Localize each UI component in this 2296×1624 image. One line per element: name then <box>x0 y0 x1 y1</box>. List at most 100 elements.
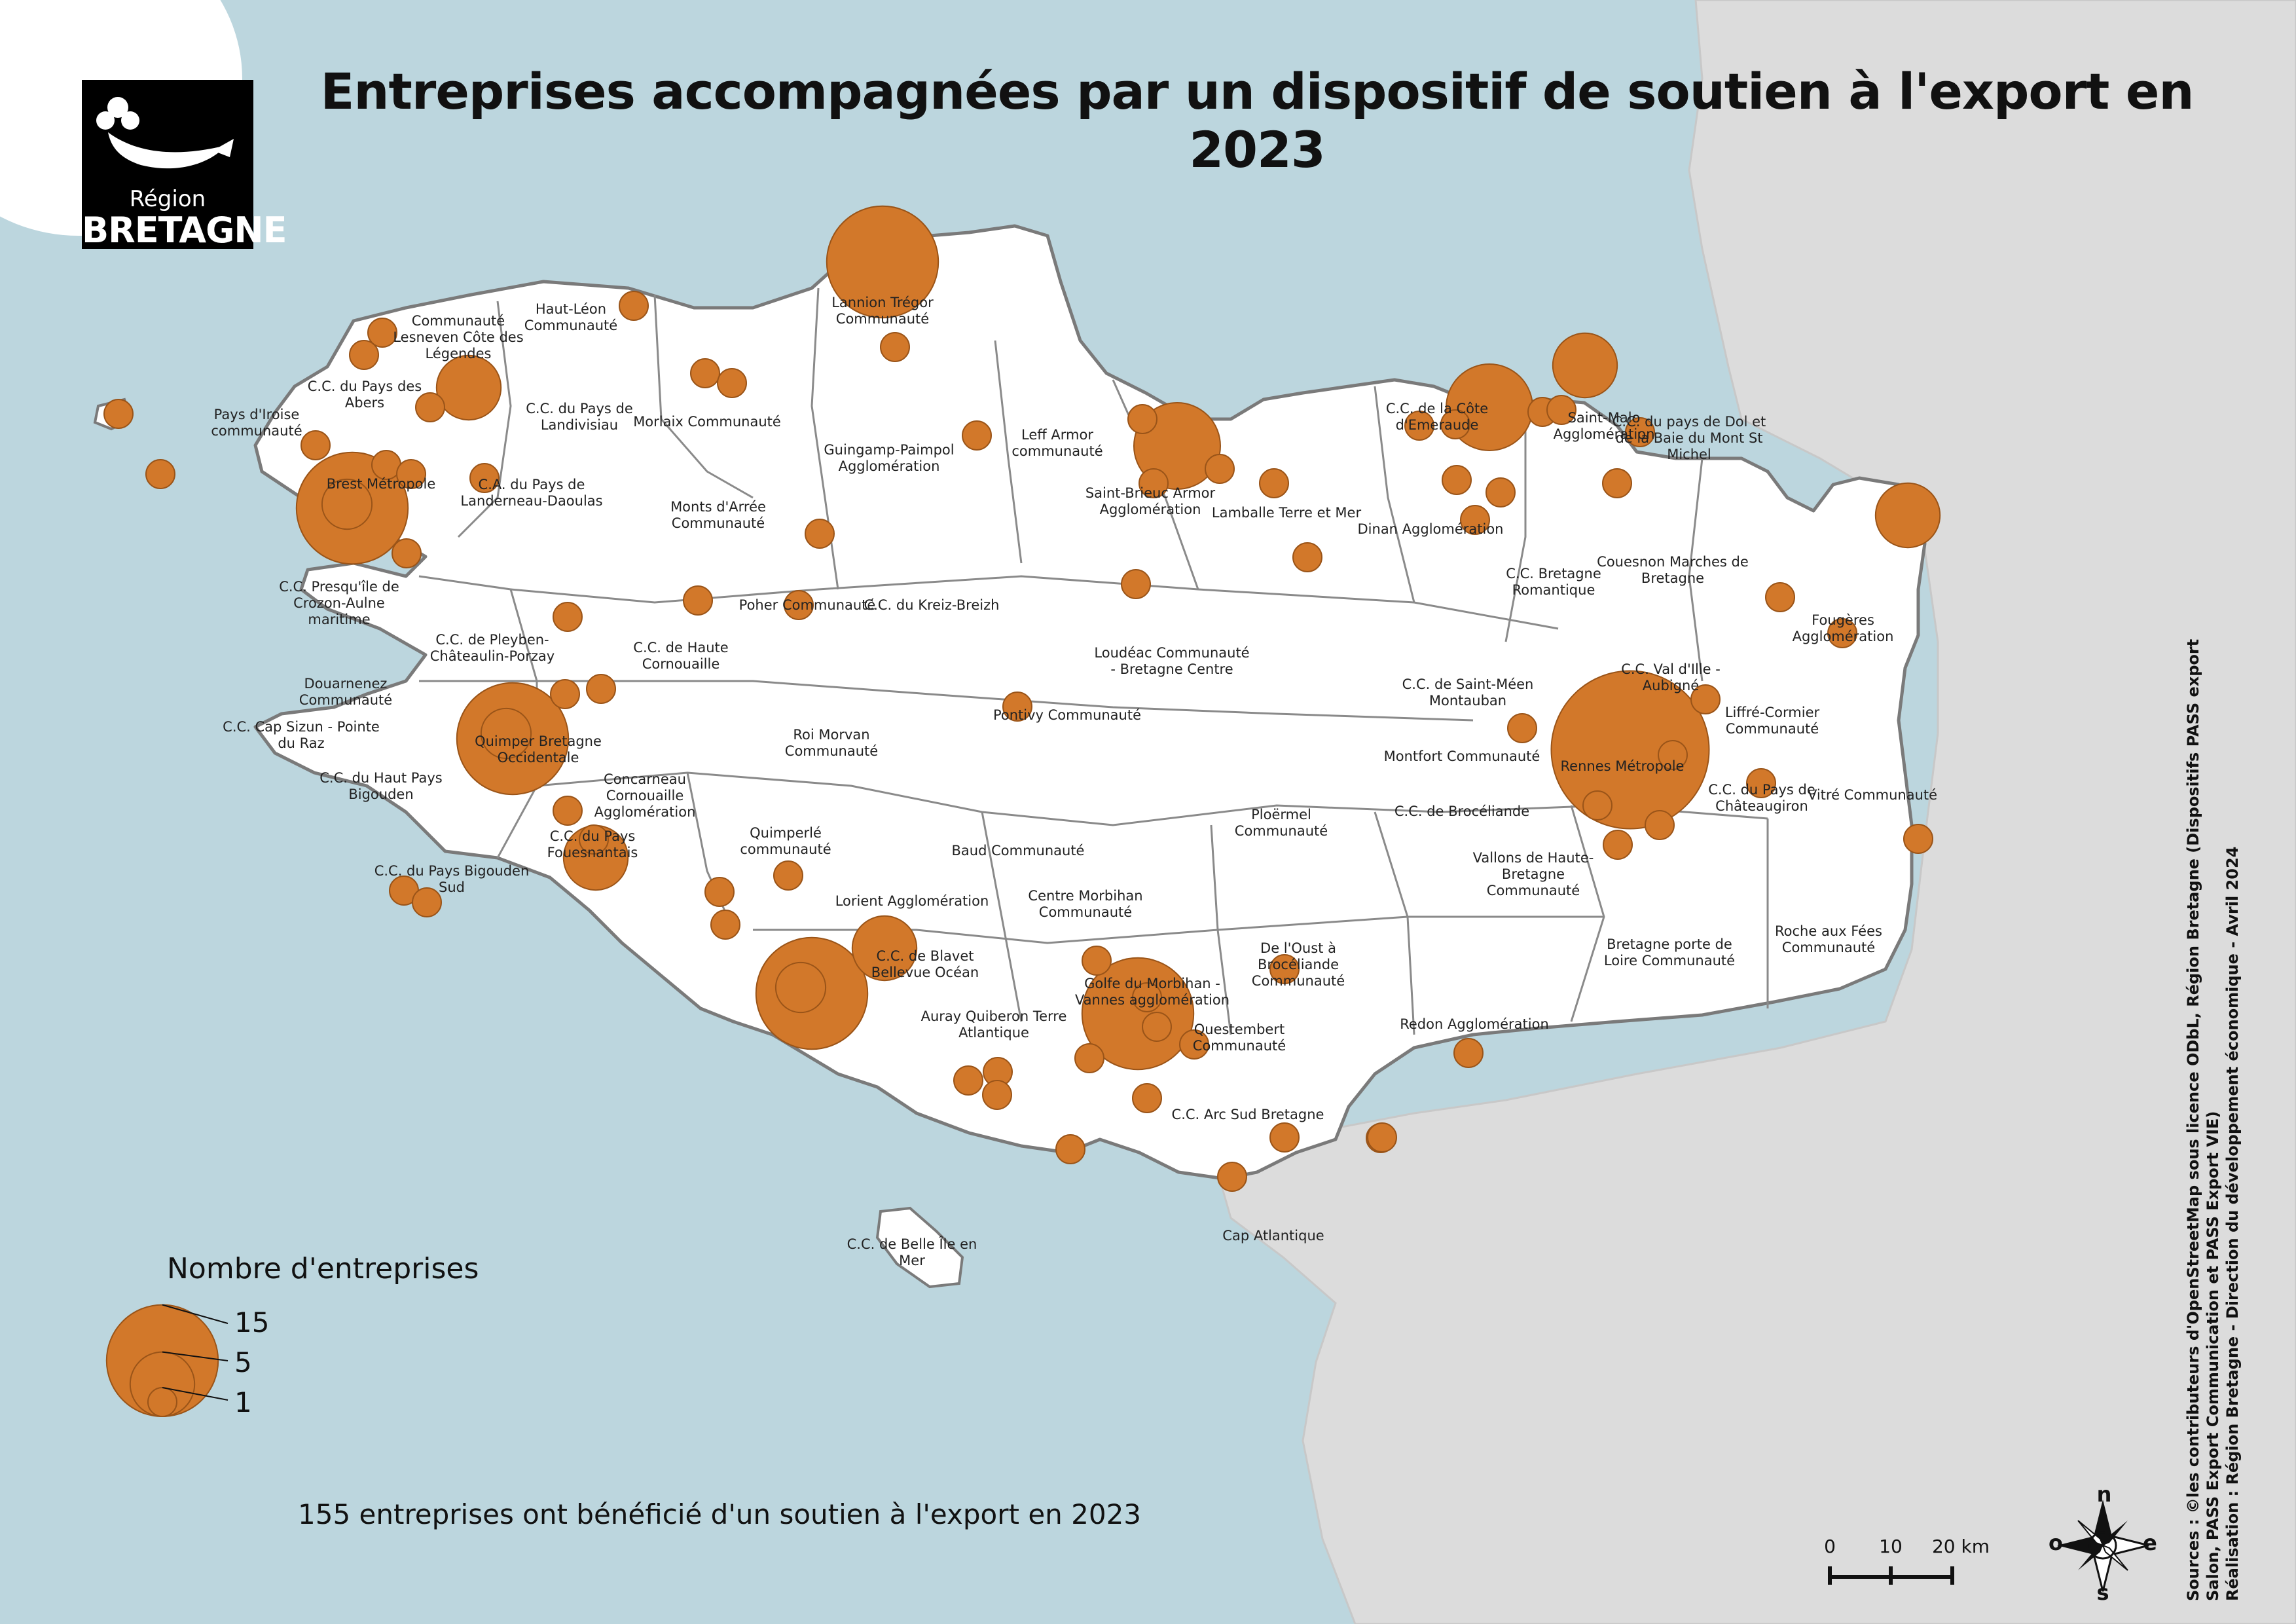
logo-line-2: BRETAGNE <box>82 210 287 251</box>
legend-circle <box>147 1387 177 1417</box>
region-bretagne-logo: Région BRETAGNE <box>82 80 287 251</box>
territory-label: C.C. Val d'Ille - Aubigné <box>1621 661 1721 693</box>
territory-label: Dinan Agglomération <box>1357 521 1504 537</box>
sources-line: Sources : ©les contributeurs d'OpenStree… <box>2184 638 2202 1601</box>
company-count-bubble <box>480 707 532 760</box>
company-count-bubble <box>435 354 502 421</box>
company-count-bubble <box>784 590 814 620</box>
territory-label: Golfe du Morbihan - Vannes agglomération <box>1074 976 1230 1008</box>
territory-label: Cap Atlantique <box>1222 1228 1324 1244</box>
belle-ile <box>875 1206 964 1289</box>
territory-label: Lannion Trégor Communauté <box>831 295 934 327</box>
territory-label: C.C. de Blavet Bellevue Océan <box>871 948 979 980</box>
company-count-bubble <box>1546 395 1576 425</box>
territory-label: Rennes Métropole <box>1560 758 1685 774</box>
company-count-bubble <box>1121 569 1151 599</box>
company-count-bubble <box>1827 618 1857 648</box>
territory-label: C.C. de Saint-Méen Montauban <box>1402 676 1534 709</box>
company-count-bubble <box>349 340 379 370</box>
company-count-bubble <box>1269 1122 1300 1153</box>
territory-label: Poher Communauté <box>738 597 876 613</box>
company-count-bubble <box>1765 582 1795 612</box>
territory-label: Couesnon Marches de Bretagne <box>1597 554 1749 586</box>
legend-leader-line <box>162 1351 228 1361</box>
company-count-bubble <box>1139 468 1169 498</box>
territory-label: C.C. Presqu'île de Crozon-Aulne maritime <box>279 579 399 627</box>
compass-north-label: n <box>2096 1482 2112 1507</box>
territory-label: Roi Morvan Communauté <box>784 727 879 759</box>
company-count-bubble <box>1179 1029 1209 1060</box>
scale-label-20km: 20 km <box>1931 1536 1990 1557</box>
company-count-bubble <box>1603 830 1633 860</box>
company-count-bubble <box>415 392 445 422</box>
company-count-bubble <box>1002 692 1032 722</box>
company-count-bubble <box>1658 740 1688 770</box>
company-count-bubble <box>1874 482 1941 549</box>
territory-label: Montfort Communauté <box>1383 748 1540 764</box>
territory-label: C.C. du Pays de Landivisiau <box>526 401 633 433</box>
territory-label: Brest Métropole <box>326 476 436 492</box>
company-count-bubble <box>1132 982 1162 1012</box>
compass-east-label: e <box>2143 1530 2157 1555</box>
territory-label: Pays d'Iroise communauté <box>211 407 302 439</box>
company-count-bubble <box>1507 713 1537 743</box>
company-count-bubble <box>396 459 426 489</box>
territory-label: Saint-Malo Agglomération <box>1553 410 1655 442</box>
sources-line: Réalisation : Région Bretagne - Directio… <box>2223 846 2242 1601</box>
company-count-bubble <box>683 585 713 616</box>
company-count-bubble <box>321 478 373 530</box>
territory-label: C.C. du Pays Bigouden Sud <box>374 863 530 895</box>
territory-label: Guingamp-Paimpol Agglomération <box>824 442 955 474</box>
territory-label: Baud Communauté <box>951 843 1085 858</box>
company-count-bubble <box>690 358 720 388</box>
company-count-bubble <box>1404 411 1434 441</box>
territory-label: Bretagne porte de Loire Communauté <box>1603 936 1736 969</box>
company-count-bubble <box>1082 946 1112 976</box>
legend-value-1: 1 <box>234 1386 252 1418</box>
company-count-bubble <box>826 205 939 319</box>
logo-line-1: Région <box>129 186 206 212</box>
company-count-bubble <box>805 519 835 549</box>
territory-label: Liffré-Cormier Communauté <box>1724 705 1820 737</box>
company-count-bubble <box>367 318 397 348</box>
territory-label: C.C. du Pays de Châteaugiron <box>1708 782 1815 814</box>
territory-label: Loudéac Communauté - Bretagne Centre <box>1094 645 1250 677</box>
territory-label: C.C. de Brocéliande <box>1394 803 1530 819</box>
sources-credits: Sources : ©les contributeurs d'OpenStree… <box>2183 639 2242 1601</box>
company-count-bubble <box>579 824 609 855</box>
territory-label: Vallons de Haute-Bretagne Communauté <box>1472 850 1594 898</box>
territory-label: C.C. du pays de Dol et de la Baie du Mon… <box>1612 414 1766 462</box>
territory-label: C.C. du Kreiz-Breizh <box>864 597 1000 613</box>
company-count-bubble <box>1217 1162 1247 1192</box>
company-count-bubble <box>103 399 134 429</box>
bretagne-land <box>253 224 1927 1181</box>
company-count-bubble <box>1259 468 1289 498</box>
territory-label: C.C. Cap Sizun - Pointe du Raz <box>223 719 380 751</box>
territory-label: C.C. du Haut Pays Bigouden <box>319 770 443 802</box>
territory-label: De l'Oust à Brocéliande Communauté <box>1251 940 1345 989</box>
company-count-bubble <box>704 877 735 907</box>
company-count-bubble <box>619 291 649 321</box>
summary-text: 155 entreprises ont bénéficié d'un souti… <box>298 1498 1142 1530</box>
company-count-bubble <box>586 674 616 704</box>
company-count-bubble <box>1442 465 1472 495</box>
scale-label-10: 10 <box>1879 1536 1903 1557</box>
territory-label: C.C. Bretagne Romantique <box>1506 566 1601 598</box>
territory-label: Douarnenez Communauté <box>299 676 393 708</box>
legend-value-5: 5 <box>234 1346 252 1378</box>
scale-label-0: 0 <box>1824 1536 1836 1557</box>
compass-south-label: s <box>2096 1580 2109 1605</box>
company-count-bubble <box>469 463 500 493</box>
company-count-bubble <box>1550 670 1710 830</box>
territory-label: Quimperlé communauté <box>740 825 831 857</box>
company-count-bubble <box>773 860 803 891</box>
neighbour-land <box>1216 0 2296 1624</box>
territory-label: C.C. de Pleyben-Châteaulin-Porzay <box>429 632 555 664</box>
company-count-bubble <box>774 961 827 1014</box>
ermine-flower-icon <box>96 97 234 169</box>
territory-label: Auray Quiberon Terre Atlantique <box>920 1008 1067 1041</box>
territory-label: C.A. du Pays de Landerneau-Daoulas <box>460 477 603 509</box>
territory-label: C.C. du Pays Fouesnantais <box>547 828 638 860</box>
legend-title: Nombre d'entreprises <box>167 1252 479 1285</box>
